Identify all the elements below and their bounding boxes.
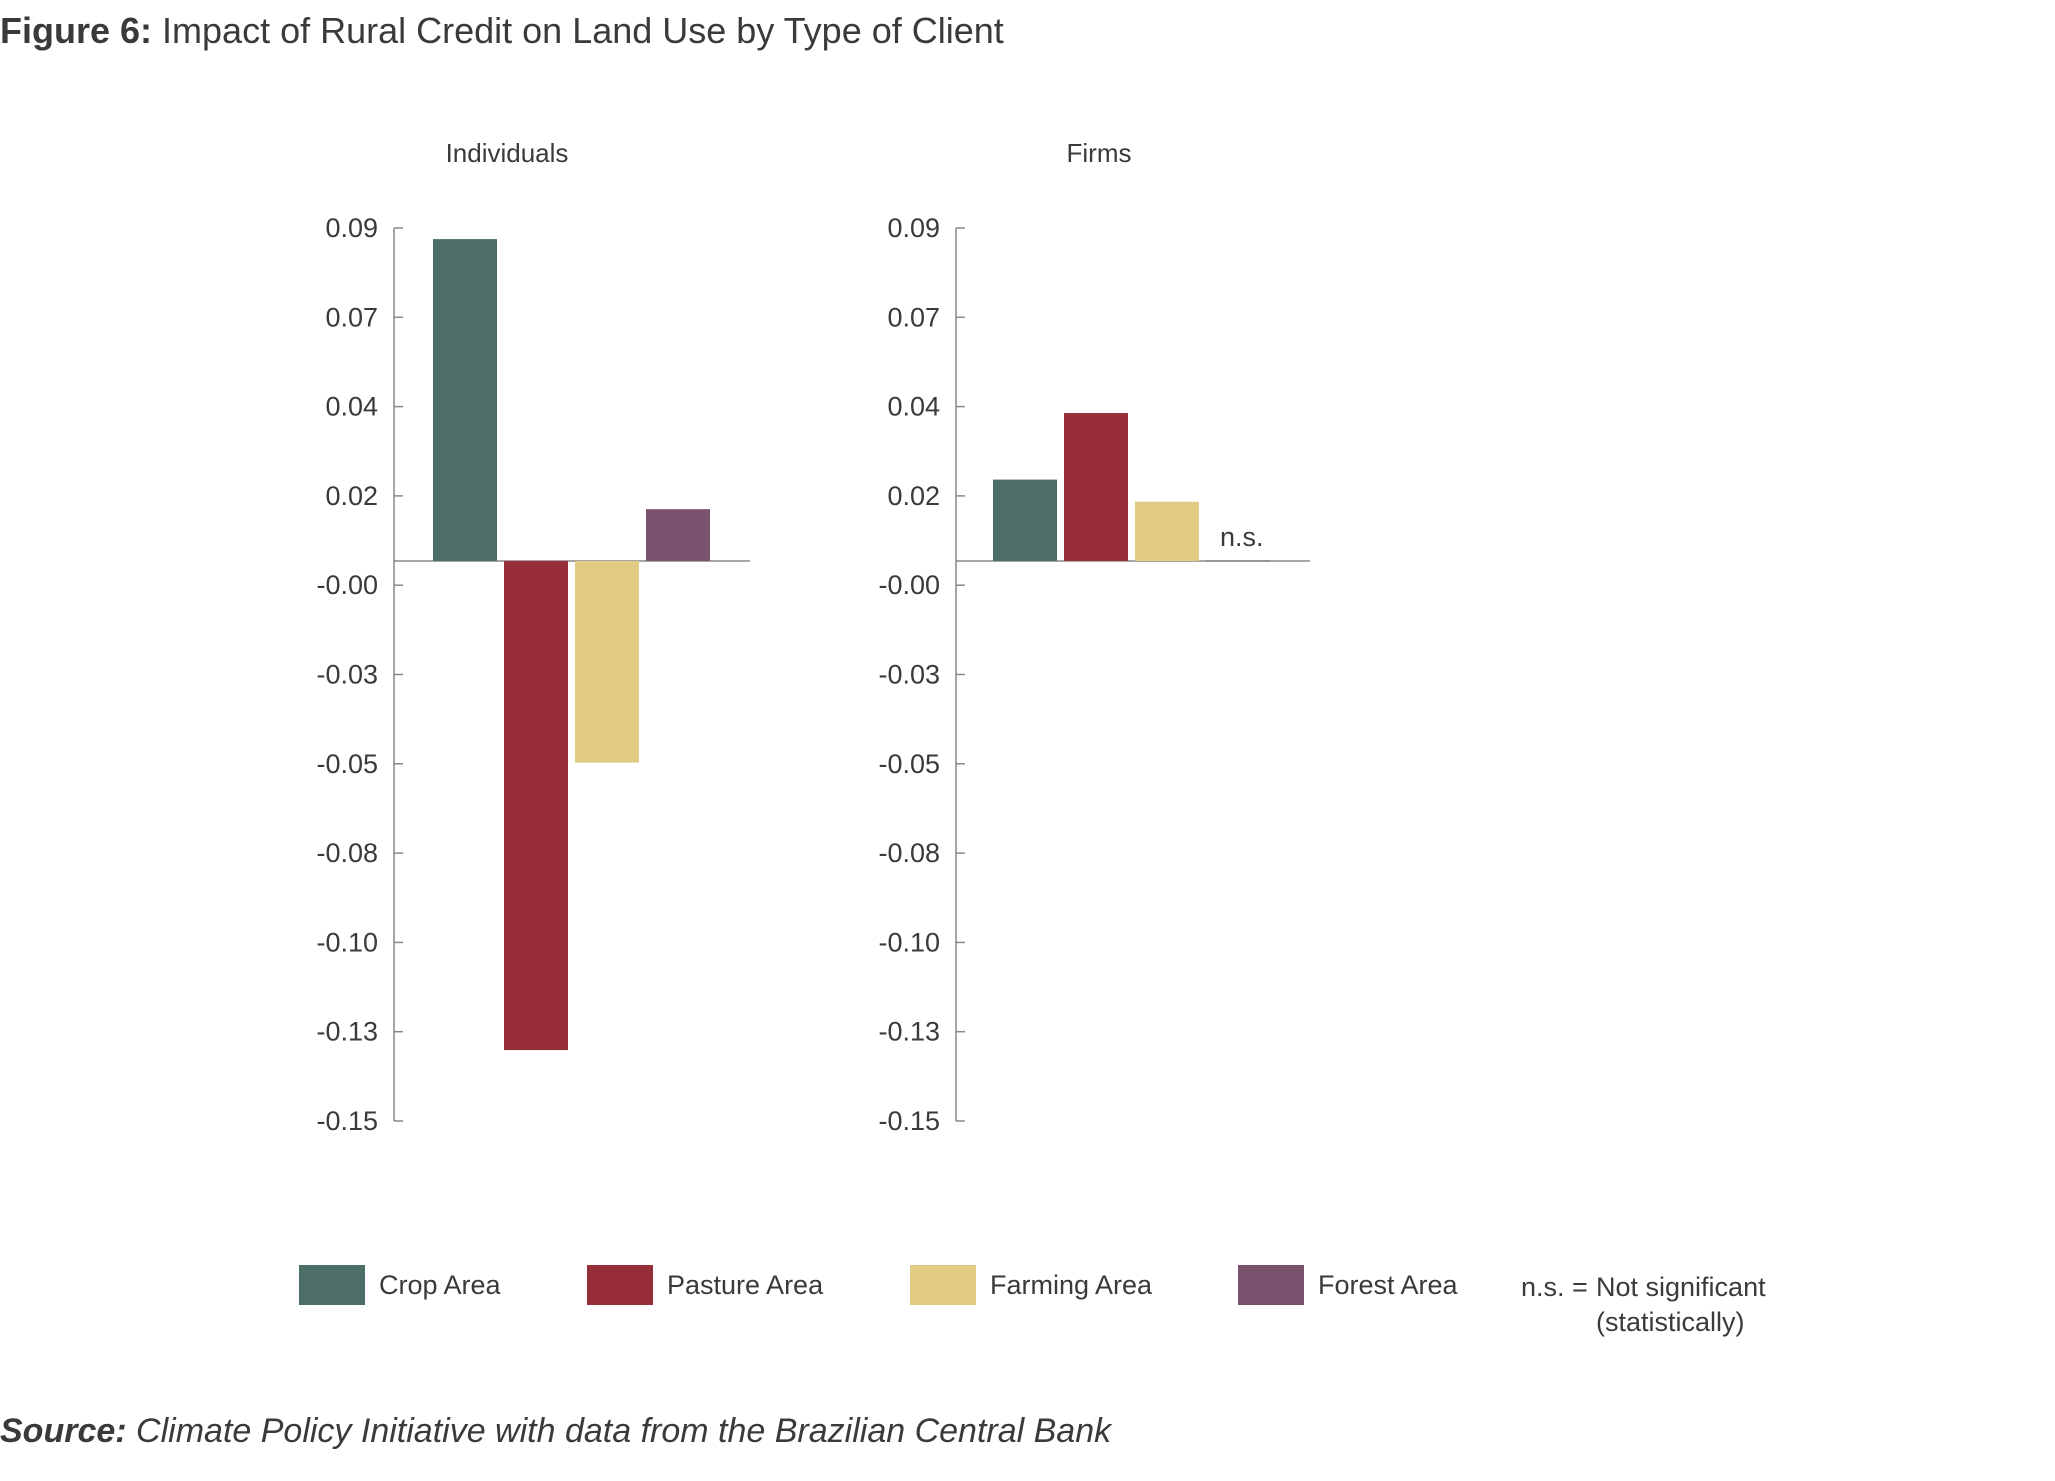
- figure-title: Figure 6: Impact of Rural Credit on Land…: [0, 10, 1004, 52]
- legend-swatch-forest-area: [1238, 1265, 1304, 1305]
- figure-title-text: Impact of Rural Credit on Land Use by Ty…: [162, 10, 1004, 51]
- legend-label-farming-area: Farming Area: [990, 1270, 1153, 1300]
- bar-0-forest-area: [646, 509, 710, 561]
- legend-note-key: n.s. =: [1521, 1272, 1588, 1302]
- figure-label: Figure 6:: [0, 10, 153, 51]
- legend-label-crop-area: Crop Area: [379, 1270, 502, 1300]
- bar-1-farming-area: [1135, 501, 1199, 561]
- y-tick-label-0-1: 0.07: [325, 302, 378, 332]
- bar-0-farming-area: [575, 561, 639, 763]
- y-tick-label-0-7: -0.08: [316, 838, 378, 868]
- y-tick-label-0-4: -0.00: [316, 570, 378, 600]
- ns-annotation-1: n.s.: [1220, 522, 1264, 552]
- y-tick-label-1-10: -0.15: [878, 1106, 940, 1136]
- y-tick-label-0-6: -0.05: [316, 749, 378, 779]
- y-tick-label-1-4: -0.00: [878, 570, 940, 600]
- source-line: Source: Climate Policy Initiative with d…: [0, 1412, 1111, 1451]
- y-tick-label-0-2: 0.04: [325, 392, 378, 422]
- panel-title-0: Individuals: [446, 138, 569, 168]
- y-tick-label-1-7: -0.08: [878, 838, 940, 868]
- legend-swatch-crop-area: [299, 1265, 365, 1305]
- legend-label-forest-area: Forest Area: [1318, 1270, 1459, 1300]
- y-tick-label-0-0: 0.09: [325, 213, 378, 243]
- legend-note-line1: Not significant: [1596, 1272, 1766, 1302]
- y-tick-label-1-9: -0.13: [878, 1017, 940, 1047]
- bar-1-pasture-area: [1064, 413, 1128, 561]
- y-tick-label-0-8: -0.10: [316, 927, 378, 957]
- y-tick-label-1-5: -0.03: [878, 660, 940, 690]
- source-text: Climate Policy Initiative with data from…: [136, 1412, 1112, 1450]
- legend-swatch-pasture-area: [587, 1265, 653, 1305]
- legend-label-pasture-area: Pasture Area: [667, 1270, 824, 1300]
- y-tick-label-0-5: -0.03: [316, 660, 378, 690]
- chart-area: Individuals 0.09 0.07 0.04 0.02 -0.00 -0.03 -0.…: [299, 138, 1766, 1337]
- legend-swatch-farming-area: [910, 1265, 976, 1305]
- legend-note-line2: (statistically): [1596, 1307, 1745, 1337]
- y-tick-label-1-8: -0.10: [878, 927, 940, 957]
- y-tick-label-1-3: 0.02: [887, 481, 940, 511]
- bar-0-crop-area: [433, 239, 497, 561]
- y-tick-label-0-9: -0.13: [316, 1017, 378, 1047]
- bar-1-crop-area: [993, 479, 1057, 561]
- y-tick-label-1-6: -0.05: [878, 749, 940, 779]
- y-tick-label-1-2: 0.04: [887, 392, 940, 422]
- y-tick-label-1-0: 0.09: [887, 213, 940, 243]
- panel-title-1: Firms: [1067, 138, 1132, 168]
- y-tick-label-1-1: 0.07: [887, 302, 940, 332]
- source-label: Source:: [0, 1412, 127, 1450]
- y-tick-label-0-10: -0.15: [316, 1106, 378, 1136]
- bar-0-pasture-area: [504, 561, 568, 1051]
- y-tick-label-0-3: 0.02: [325, 481, 378, 511]
